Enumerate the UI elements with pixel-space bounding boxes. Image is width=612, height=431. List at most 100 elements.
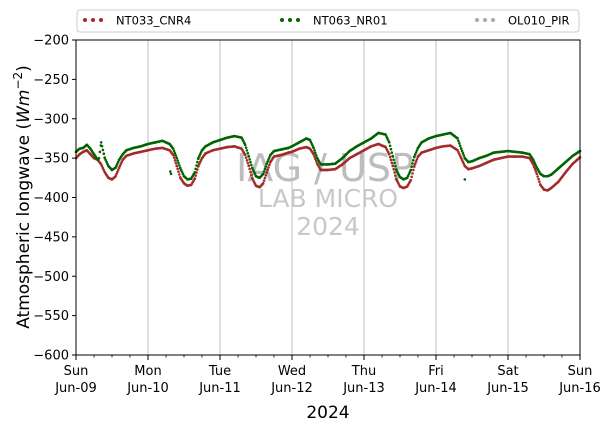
series-1-point-230 [248, 167, 251, 171]
series-2-point-315 [312, 146, 315, 150]
series-1-point-441 [409, 178, 413, 182]
series-2-point-257 [268, 156, 271, 159]
data-points [74, 131, 582, 192]
legend-label-3: OL010_PIR [508, 14, 569, 28]
series-1-point-315 [312, 152, 315, 156]
grid-lines [147, 40, 509, 355]
series-2-point-508 [461, 151, 465, 155]
series-2-point-35 [99, 141, 103, 144]
series-2-point-132 [174, 154, 178, 157]
legend-marker-1a [83, 18, 87, 22]
y-axis-label-main: Atmospheric longwave ( [14, 123, 34, 329]
series-2-point-159 [193, 171, 197, 174]
series-2-point-33 [98, 150, 102, 154]
series-1-point-605 [537, 177, 540, 181]
series-1-point-134 [175, 164, 179, 168]
series-2-point-449 [415, 149, 419, 152]
series-2-point-137 [178, 164, 181, 167]
y-tick-label-2: −300 [33, 112, 69, 127]
series-1-point-447 [413, 162, 417, 166]
series-2-point-509 [462, 154, 466, 157]
series-1-point-419 [394, 174, 397, 177]
series-2-point-411 [387, 141, 391, 144]
series-1-point-249 [261, 182, 265, 185]
series-2-point-419 [394, 164, 397, 168]
series-1-point-256 [267, 166, 270, 169]
series-2-point-232 [250, 163, 253, 167]
series-1-point-130 [172, 156, 176, 159]
series-2-point-503 [458, 142, 461, 145]
legend-marker-3c [491, 18, 495, 22]
series-1-point-251 [263, 176, 267, 180]
series-2-point-136 [177, 161, 180, 165]
x-tick-label-top-6: Sat [497, 364, 518, 379]
series-2-point-230 [248, 158, 251, 161]
series-2-point-162 [196, 160, 199, 164]
series-1 [74, 142, 582, 192]
series-1-point-255 [266, 168, 269, 172]
series-2-point-130 [172, 149, 176, 153]
series-1-point-159 [193, 177, 197, 180]
series-2-point-224 [243, 143, 247, 147]
series-1-point-252 [264, 174, 268, 177]
series-2-point-256 [267, 158, 270, 161]
series-1-point-250 [262, 179, 266, 182]
series-2 [74, 131, 582, 181]
series-2-point-134 [175, 156, 179, 160]
x-tick-label-bottom-7: Jun-16 [558, 381, 601, 396]
legend-marker-1c [99, 18, 103, 22]
series-1-point-58 [116, 168, 120, 172]
series-2-point-255 [266, 160, 269, 163]
series-2-point-38 [102, 152, 106, 156]
series-1-point-226 [245, 158, 249, 162]
x-tick-label-top-2: Tue [208, 364, 231, 379]
series-1-point-606 [538, 180, 541, 184]
series-1-point-136 [177, 170, 180, 173]
series-1-point-227 [246, 161, 250, 165]
series-1-point-224 [243, 153, 247, 157]
series-1-point-601 [534, 169, 538, 173]
legend-entry-2: NT063_NR01 [280, 14, 388, 28]
y-tick-label-6: −500 [33, 270, 69, 285]
series-1-point-443 [411, 172, 414, 175]
legend-marker-3a [475, 18, 479, 22]
series-1-point-448 [414, 160, 418, 163]
plot-area [76, 40, 580, 355]
x-tick-label-bottom-5: Jun-14 [414, 381, 457, 396]
y-tick-label-8: −600 [33, 349, 69, 364]
series-2-point-441 [409, 168, 413, 172]
series-1-point-232 [250, 173, 253, 177]
series-2-point-416 [391, 155, 395, 158]
series-2-point-37 [101, 148, 105, 152]
series-2-outlier-660 [169, 170, 172, 173]
y-axis-label-close: ) [14, 65, 34, 72]
x-tick-label-bottom-2: Jun-11 [198, 381, 241, 396]
series-1-point-603 [535, 172, 539, 176]
series-1-point-137 [178, 173, 181, 176]
series-1-point-129 [171, 153, 175, 157]
series-2-outlier-662 [463, 178, 467, 181]
series-2-point-417 [392, 158, 395, 162]
series-2-point-225 [244, 146, 248, 149]
series-2-point-442 [410, 165, 413, 169]
legend-marker-2c [296, 18, 300, 22]
series-2-point-414 [390, 151, 394, 154]
legend-marker-3b [483, 18, 487, 22]
series-1-point-131 [173, 158, 177, 162]
legend-frame [76, 9, 580, 33]
series-1-point-55 [114, 174, 117, 178]
series-2-point-502 [457, 139, 460, 143]
y-tick-label-7: −550 [33, 309, 69, 324]
series-2-point-412 [388, 144, 392, 148]
series-2-point-507 [460, 149, 464, 153]
y-axis-label-unit-w: W [14, 105, 34, 123]
series-1-point-57 [116, 170, 119, 174]
x-tick-label-bottom-3: Jun-12 [270, 381, 313, 396]
y-axis-label-unit-exp: −2 [11, 72, 25, 90]
x-tick-label-top-0: Sun [64, 364, 89, 379]
y-axis-label: Atmospheric longwave (Wm−2) [11, 65, 34, 329]
series-1-point-56 [115, 172, 118, 176]
series-2-point-36 [100, 144, 104, 148]
